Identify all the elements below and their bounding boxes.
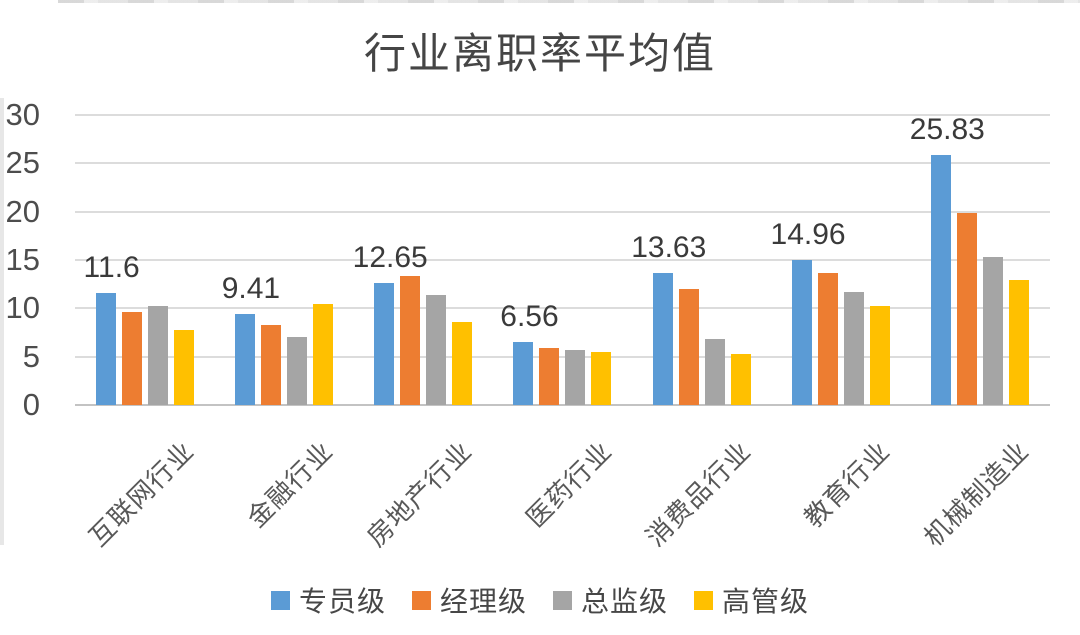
bar-专员级-互联网行业: [95, 292, 116, 405]
bar-groups: 11.6 9.41 12.65 6.56 13.63 14.96 25.83: [75, 113, 1050, 405]
gridline-10: [75, 307, 1050, 310]
bar-总监级-教育行业: [844, 291, 865, 405]
bar-总监级-房地产行业: [426, 295, 447, 405]
bar-高管级-医药行业: [591, 351, 612, 405]
bar-group-1: 11.6: [75, 115, 214, 405]
gridline-25: [75, 162, 1050, 165]
gridline-15: [75, 259, 1050, 261]
bar-总监级-机械制造业: [983, 256, 1004, 405]
gridline-0: [75, 404, 1050, 406]
legend-item-总监级: 总监级: [553, 580, 668, 620]
bar-group-4: 6.56: [493, 115, 632, 405]
bar-高管级-机械制造业: [1009, 280, 1030, 405]
bar-经理级-金融行业: [260, 324, 281, 405]
legend-swatch-icon: [694, 590, 714, 610]
bar-总监级-医药行业: [565, 350, 586, 405]
bar-group-7: 25.83: [909, 113, 1050, 405]
bar-专员级-机械制造业: [931, 155, 952, 405]
bar-经理级-教育行业: [818, 272, 839, 405]
legend-label: 高管级: [722, 586, 810, 617]
bar-高管级-消费品行业: [730, 353, 751, 405]
bar-高管级-互联网行业: [173, 329, 194, 405]
photo-edge-artifact: [0, 98, 4, 545]
legend-label: 专员级: [298, 586, 386, 617]
data-label-金融行业: 9.41: [221, 272, 281, 306]
y-tick-25: 25: [5, 145, 40, 181]
chart-title: 行业离职率平均值: [363, 32, 716, 78]
bar-高管级-房地产行业: [452, 322, 473, 405]
bar-group-5: 13.63: [631, 115, 771, 405]
bar-经理级-机械制造业: [957, 212, 978, 405]
y-tick-15: 15: [5, 242, 40, 277]
gridline-30: [75, 114, 1050, 116]
bar-经理级-房地产行业: [400, 276, 421, 405]
plot-area: 11.6 9.41 12.65 6.56 13.63 14.96 25.83: [75, 113, 1050, 406]
bar-专员级-教育行业: [792, 260, 813, 405]
bar-经理级-互联网行业: [121, 312, 142, 405]
data-label-医药行业: 6.56: [500, 299, 559, 333]
legend-item-高管级: 高管级: [694, 580, 809, 620]
legend-swatch-icon: [553, 590, 572, 610]
y-tick-30: 30: [5, 97, 40, 132]
y-tick-20: 20: [5, 193, 40, 229]
bar-经理级-医药行业: [539, 347, 560, 405]
legend-swatch-icon: [270, 590, 290, 610]
legend: 专员级 经理级 总监级 高管级: [0, 580, 1080, 620]
bar-专员级-消费品行业: [652, 273, 673, 405]
data-label-教育行业: 14.96: [770, 218, 846, 252]
cropped-text-artifact: [58, 0, 1080, 3]
bar-group-2: 9.41: [214, 115, 353, 405]
y-tick-10: 10: [5, 290, 40, 326]
bar-高管级-教育行业: [870, 305, 891, 405]
y-tick-0: 0: [22, 387, 40, 422]
legend-swatch-icon: [411, 590, 431, 610]
bar-专员级-金融行业: [234, 314, 255, 405]
bar-group-6: 14.96: [771, 115, 910, 405]
bar-专员级-医药行业: [513, 341, 534, 405]
bar-group-3: 12.65: [352, 115, 493, 405]
gridline-5: [75, 355, 1050, 358]
bar-高管级-金融行业: [312, 303, 333, 405]
legend-item-经理级: 经理级: [411, 580, 527, 620]
gridline-20: [75, 210, 1050, 213]
data-label-房地产行业: 12.65: [352, 240, 428, 274]
legend-label: 经理级: [439, 586, 527, 617]
data-label-互联网行业: 11.6: [83, 250, 140, 284]
legend-label: 总监级: [581, 586, 669, 617]
bar-总监级-互联网行业: [147, 306, 168, 405]
bar-专员级-房地产行业: [374, 282, 395, 405]
data-label-消费品行业: 13.63: [631, 231, 707, 265]
bar-总监级-消费品行业: [704, 339, 725, 405]
bar-总监级-金融行业: [286, 336, 307, 405]
y-tick-5: 5: [22, 338, 40, 374]
bar-经理级-消费品行业: [678, 289, 699, 405]
y-axis: 0 5 10 15 20 25 30: [0, 0, 58, 635]
legend-item-专员级: 专员级: [270, 580, 386, 620]
data-label-机械制造业: 25.83: [909, 113, 985, 147]
